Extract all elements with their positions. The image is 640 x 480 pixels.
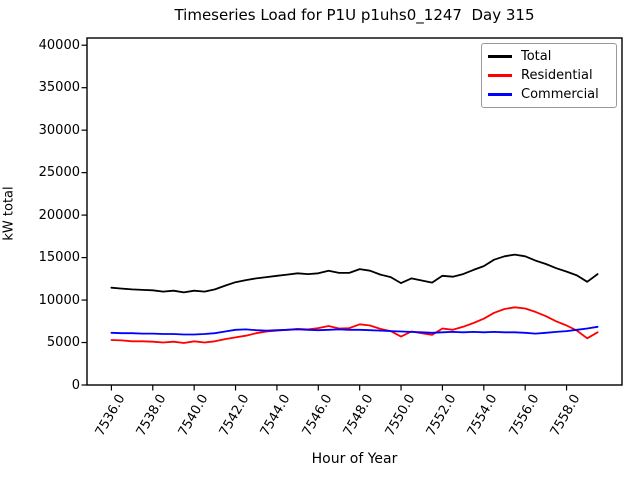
y-tick-label: 40000 — [38, 37, 80, 53]
y-tick-label: 35000 — [38, 80, 80, 96]
y-tick-label: 0 — [71, 377, 80, 393]
y-tick-label: 20000 — [38, 207, 80, 223]
legend-label-total: Total — [521, 49, 552, 64]
total-line-swatch — [488, 55, 512, 58]
y-tick-label: 10000 — [38, 292, 80, 308]
legend: Total Residential Commercial — [481, 43, 617, 108]
legend-label-residential: Residential — [521, 68, 593, 83]
x-axis-label: Hour of Year — [311, 451, 398, 467]
series-line-total — [110, 253, 599, 294]
residential-line-swatch — [488, 74, 512, 77]
y-tick-label: 5000 — [46, 335, 80, 351]
legend-item-commercial: Commercial — [488, 87, 610, 102]
series-line-commercial — [110, 325, 599, 336]
legend-item-total: Total — [488, 49, 610, 64]
y-tick-label: 15000 — [38, 250, 80, 266]
y-axis-label: kW total — [1, 186, 17, 241]
commercial-line-swatch — [488, 93, 512, 96]
series-line-residential — [110, 306, 599, 344]
y-tick-label: 30000 — [38, 122, 80, 138]
legend-label-commercial: Commercial — [521, 87, 599, 102]
axes-frame — [86, 37, 623, 386]
chart-title: Timeseries Load for P1U p1uhs0_1247 Day … — [174, 6, 535, 24]
legend-item-residential: Residential — [488, 68, 610, 83]
y-tick-label: 25000 — [38, 165, 80, 181]
